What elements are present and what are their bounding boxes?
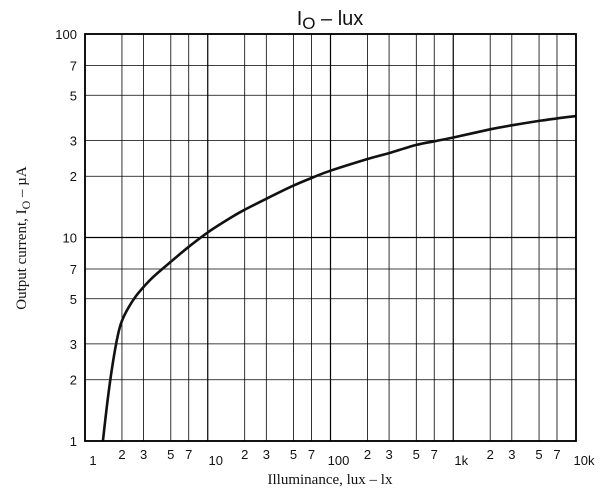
chart-title-main: I <box>297 8 303 30</box>
y-tick-label-5: 10 <box>63 231 77 246</box>
y-tick-label-2: 3 <box>70 337 77 352</box>
x-tick-label-17: 3 <box>508 447 515 462</box>
y-tick-label-0: 1 <box>70 434 77 449</box>
series-group <box>101 114 577 442</box>
plot-frame <box>84 33 577 442</box>
x-tick-label-16: 2 <box>487 447 494 462</box>
y-tick-label-1: 2 <box>70 373 77 388</box>
y-tick-label-8: 5 <box>70 88 77 103</box>
x-tick-label-2: 3 <box>140 447 147 462</box>
chart-title-sub: O <box>302 14 315 33</box>
x-tick-label-9: 7 <box>308 447 315 462</box>
x-tick-labels: 1 2 3 5 7 10 2 3 5 7 100 2 3 5 7 1k 2 3 5 7 10k <box>89 447 595 468</box>
y-axis-label-rest: – µA <box>14 166 30 201</box>
y-axis-label-sub: O <box>19 200 33 209</box>
x-tick-label-0: 1 <box>89 453 96 468</box>
x-tick-label-5: 10 <box>209 453 223 468</box>
x-axis-label: Illuminance, lux – lx <box>268 472 393 488</box>
y-tick-label-3: 5 <box>70 292 77 307</box>
x-tick-label-19: 7 <box>553 447 560 462</box>
y-tick-label-7: 3 <box>70 133 77 148</box>
x-tick-label-14: 7 <box>431 447 438 462</box>
y-tick-label-9: 7 <box>70 59 77 74</box>
y-axis-label-main: Output current, I <box>14 209 30 309</box>
y-tick-label-6: 2 <box>70 169 77 184</box>
x-tick-label-10: 100 <box>328 453 350 468</box>
x-tick-label-1: 2 <box>118 447 125 462</box>
x-tick-label-15: 1k <box>454 453 468 468</box>
x-tick-label-3: 5 <box>167 447 174 462</box>
x-tick-label-13: 5 <box>413 447 420 462</box>
y-tick-labels: 1 2 3 5 7 10 2 3 5 7 100 <box>55 27 77 449</box>
y-axis-label: Output current, IO – µA <box>14 166 33 310</box>
series-line-0 <box>101 114 577 442</box>
x-tick-label-6: 2 <box>241 447 248 462</box>
chart-title-rest: – lux <box>315 8 363 30</box>
chart-title: IO – lux <box>297 8 364 33</box>
x-tick-label-18: 5 <box>535 447 542 462</box>
x-tick-label-11: 2 <box>364 447 371 462</box>
y-tick-label-10: 100 <box>55 27 77 42</box>
y-tick-label-4: 7 <box>70 262 77 277</box>
x-tick-label-12: 3 <box>385 447 392 462</box>
x-tick-label-4: 7 <box>185 447 192 462</box>
x-tick-label-7: 3 <box>263 447 270 462</box>
x-tick-label-8: 5 <box>290 447 297 462</box>
grid <box>84 33 577 442</box>
x-tick-label-20: 10k <box>574 453 595 468</box>
